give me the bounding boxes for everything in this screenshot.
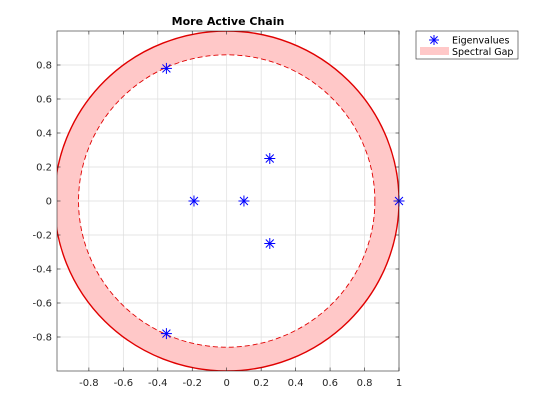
legend-marker-eigenvalues bbox=[429, 35, 439, 45]
legend-label-spectral-gap: Spectral Gap bbox=[452, 47, 513, 58]
y-tick-label: -0.2 bbox=[32, 231, 52, 242]
x-tick-label: 0 bbox=[224, 378, 230, 389]
y-tick-label: -0.8 bbox=[32, 333, 52, 344]
chart-title: More Active Chain bbox=[172, 15, 285, 28]
marker-stroke bbox=[265, 154, 275, 163]
legend-swatch-spectral-gap bbox=[420, 47, 449, 55]
eigenvalue-point bbox=[238, 195, 250, 207]
marker-stroke bbox=[189, 196, 199, 206]
y-tick-label: 0.2 bbox=[36, 163, 52, 174]
marker-stroke bbox=[239, 196, 249, 206]
marker-stroke bbox=[265, 239, 275, 248]
x-tick-label: 0.6 bbox=[322, 378, 338, 389]
x-tick-label: -0.4 bbox=[148, 378, 168, 389]
eigenvalue-point bbox=[264, 153, 276, 164]
marker-stroke bbox=[162, 64, 171, 73]
y-tick-label: 0.8 bbox=[36, 61, 52, 72]
y-tick-label: -0.6 bbox=[32, 299, 52, 310]
legend: Eigenvalues Spectral Gap bbox=[415, 30, 519, 60]
y-tick-label: 0 bbox=[46, 197, 52, 208]
x-tick-label: 1 bbox=[396, 378, 402, 389]
plot-area: -0.8 -0.6 -0.4 -0.2 0 0.2 0.4 0.6 0.8 1 -0.8 -0.6 -0… bbox=[32, 30, 405, 389]
x-tick-label: -0.8 bbox=[79, 378, 99, 389]
legend-label-eigenvalues: Eigenvalues bbox=[452, 36, 509, 47]
marker-stroke bbox=[162, 329, 171, 338]
eigenvalue-point bbox=[160, 62, 172, 74]
x-tick-label: 0.4 bbox=[288, 378, 304, 389]
eigenvalue-point bbox=[160, 328, 172, 340]
y-tick-label: 0.6 bbox=[36, 95, 52, 106]
y-tick-label: 0.4 bbox=[36, 129, 52, 140]
y-tick-label: -0.4 bbox=[32, 265, 52, 276]
x-tick-label: -0.2 bbox=[182, 378, 202, 389]
legend-asterisk bbox=[429, 35, 439, 45]
eigenvalue-point bbox=[264, 238, 276, 249]
spectral-gap-inner-edge bbox=[78, 54, 376, 348]
marker-stroke bbox=[430, 36, 438, 44]
x-tick-label: 0.2 bbox=[253, 378, 269, 389]
x-tick-label: -0.6 bbox=[114, 378, 134, 389]
x-tick-label: 0.8 bbox=[357, 378, 373, 389]
eigenvalue-point bbox=[188, 195, 200, 207]
